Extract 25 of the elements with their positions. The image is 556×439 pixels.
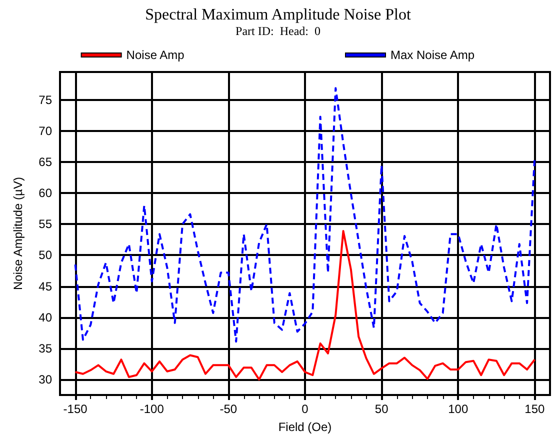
x-tick-label: -150 xyxy=(63,402,88,416)
chart-title: Spectral Maximum Amplitude Noise Plot xyxy=(145,6,412,24)
y-tick-label: 75 xyxy=(38,92,52,107)
x-tick-label: 50 xyxy=(374,402,389,416)
y-tick-label: 35 xyxy=(38,341,52,356)
y-tick-label: 60 xyxy=(38,186,52,200)
x-tick-label: 150 xyxy=(524,402,546,416)
x-tick-label: 100 xyxy=(448,402,468,416)
y-tick-label: 65 xyxy=(38,155,52,170)
line-series xyxy=(74,87,536,343)
legend-label: Max Noise Amp xyxy=(390,48,475,62)
line-series xyxy=(74,230,536,380)
x-tick-label: -100 xyxy=(140,402,164,416)
y-tick-label: 55 xyxy=(38,217,52,232)
legend-label: Noise Amp xyxy=(126,48,185,62)
y-tick-label: 50 xyxy=(38,248,52,262)
y-tick-label: 45 xyxy=(38,279,52,294)
chart-subtitle: Part ID: Head: 0 xyxy=(236,24,320,38)
y-tick-label: 40 xyxy=(38,310,52,324)
y-tick-label: 70 xyxy=(38,124,52,138)
x-tick-label: 0 xyxy=(302,402,309,416)
x-axis-title: Field (Oe) xyxy=(278,420,332,434)
y-axis-title: Noise Amplitude (µV) xyxy=(11,177,25,290)
y-tick-label: 30 xyxy=(38,372,52,386)
x-tick-label: -50 xyxy=(220,402,238,416)
